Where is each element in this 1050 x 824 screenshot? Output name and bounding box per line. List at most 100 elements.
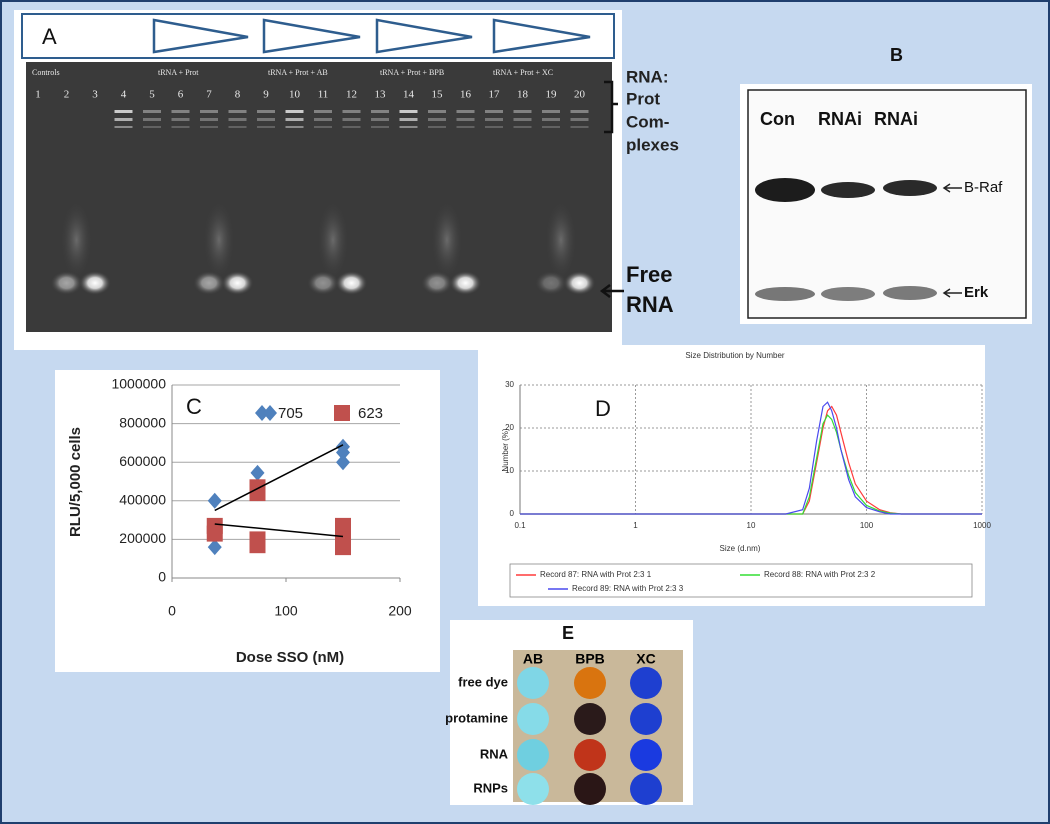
- x-tick-label: 100: [860, 521, 874, 530]
- y-tick-label: 30: [505, 380, 514, 389]
- free-rna-band: [335, 271, 368, 295]
- complex-band: [485, 126, 503, 128]
- legend-label: Record 87: RNA with Prot 2:3 1: [540, 570, 652, 579]
- band-label: Erk: [964, 284, 989, 301]
- complex-band: [143, 126, 161, 128]
- panel-label: E: [562, 623, 574, 643]
- lane-number: 9: [263, 89, 269, 101]
- gradient-triangle: [152, 18, 249, 54]
- legend-box: [509, 563, 973, 598]
- complex-band: [114, 118, 133, 121]
- row-label: RNPs: [473, 780, 508, 795]
- complex-band: [513, 118, 532, 121]
- free-rna-band: [421, 271, 453, 295]
- x-tick-label: 0: [168, 603, 176, 619]
- panel-e: E AB BPB XC free dye protamine RNA RNPs: [445, 620, 693, 805]
- complex-band: [456, 110, 475, 113]
- column-label: BPB: [575, 651, 605, 667]
- point: [207, 539, 222, 556]
- complex-band: [314, 118, 332, 121]
- band: [883, 286, 937, 300]
- point: [335, 517, 351, 534]
- gradient-triangle: [492, 18, 591, 54]
- smear: [431, 200, 463, 280]
- y-tick-label: 1000000: [111, 376, 166, 392]
- y-tick-label: 10: [505, 466, 514, 475]
- panel-label: C: [186, 394, 202, 419]
- complex-band: [456, 118, 475, 121]
- complex-band: [570, 110, 589, 113]
- complex-band: [114, 110, 133, 113]
- x-tick-label: 10: [747, 521, 756, 530]
- well: [630, 773, 662, 805]
- panel-c-box: [55, 370, 440, 672]
- well: [517, 773, 549, 805]
- complex-band: [171, 110, 190, 113]
- complex-band: [228, 126, 247, 128]
- smear: [203, 200, 235, 280]
- complex-label: RNA:: [626, 67, 669, 86]
- panel-b: Con RNAi RNAi B-Raf Erk: [740, 84, 1032, 324]
- panel-label: B: [890, 45, 903, 65]
- complex-band: [342, 118, 361, 121]
- free-rna-band: [307, 271, 339, 295]
- lane-number: 2: [64, 89, 70, 101]
- complex-band: [399, 110, 418, 113]
- y-tick-label: 200000: [119, 530, 166, 546]
- row-label: protamine: [445, 710, 508, 725]
- well: [574, 667, 606, 699]
- complex-band: [456, 126, 475, 128]
- series-line: [520, 401, 982, 515]
- trendline: [214, 444, 344, 512]
- smear: [60, 200, 93, 280]
- gradient-triangle: [375, 18, 473, 54]
- legend-label: Record 88: RNA with Prot 2:3 2: [764, 570, 876, 579]
- free-label: RNA: [626, 292, 674, 317]
- lane-number: 17: [489, 89, 501, 101]
- y-tick-label: 600000: [119, 453, 166, 469]
- well: [574, 773, 606, 805]
- complex-band: [371, 118, 389, 121]
- complex-band: [342, 126, 361, 128]
- lane-group: tRNA + Prot + XC: [493, 68, 553, 77]
- complex-band: [257, 126, 275, 128]
- row-label: free dye: [458, 674, 508, 689]
- complex-label: Com-: [626, 112, 669, 131]
- point: [207, 492, 222, 509]
- complex-band: [371, 110, 389, 113]
- complex-band: [428, 126, 446, 128]
- complex-band: [399, 118, 418, 121]
- band: [755, 287, 815, 301]
- x-tick-label: 1000: [973, 521, 991, 530]
- lane-number: 18: [517, 89, 529, 101]
- x-axis-label: Size (d.nm): [720, 544, 761, 553]
- free-rna-band: [563, 271, 596, 295]
- lane-number: 7: [206, 89, 212, 101]
- smear: [317, 200, 349, 280]
- x-tick-label: 1: [633, 521, 638, 530]
- y-axis-label: Number (%): [501, 428, 510, 471]
- lane-number: 3: [92, 89, 98, 101]
- arrow: [599, 284, 624, 298]
- lane-number: 4: [121, 89, 127, 101]
- lane-number: 15: [432, 89, 444, 101]
- strip: [21, 13, 615, 59]
- band-label: B-Raf: [964, 179, 1003, 196]
- lane-number: 19: [546, 89, 558, 101]
- point: [336, 444, 350, 461]
- complex-band: [143, 118, 161, 121]
- point: [206, 525, 223, 542]
- free-rna-band: [449, 271, 482, 295]
- lane-number: 13: [375, 89, 387, 101]
- complex-band: [228, 118, 247, 121]
- well: [630, 667, 662, 699]
- x-tick-label: 0.1: [514, 521, 526, 530]
- complex-band: [542, 126, 560, 128]
- gel-bands: [50, 110, 596, 295]
- lane-group: tRNA + Prot: [158, 68, 199, 77]
- well: [574, 739, 606, 771]
- legend-swatch: [255, 405, 269, 421]
- free-rna-band: [50, 271, 83, 295]
- lane-number: 10: [289, 89, 301, 101]
- complex-band: [257, 110, 275, 113]
